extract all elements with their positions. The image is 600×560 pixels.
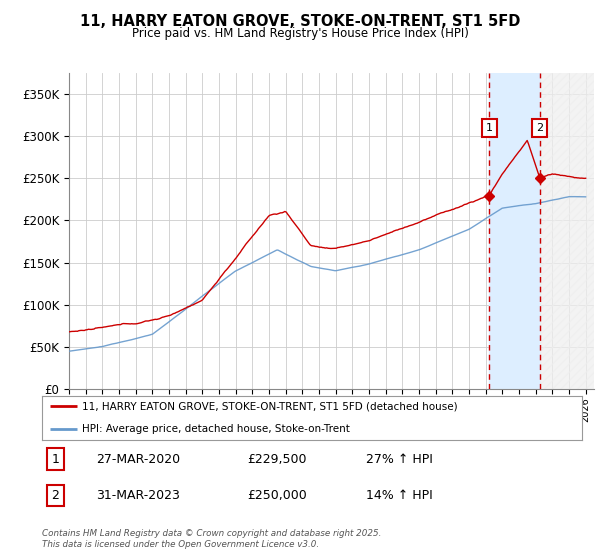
Text: 31-MAR-2023: 31-MAR-2023 [96,489,180,502]
Text: 1: 1 [486,123,493,133]
Text: Contains HM Land Registry data © Crown copyright and database right 2025.
This d: Contains HM Land Registry data © Crown c… [42,529,382,549]
Text: 2: 2 [52,489,59,502]
Text: 11, HARRY EATON GROVE, STOKE-ON-TRENT, ST1 5FD: 11, HARRY EATON GROVE, STOKE-ON-TRENT, S… [80,14,520,29]
Bar [540,73,594,389]
Text: HPI: Average price, detached house, Stoke-on-Trent: HPI: Average price, detached house, Stok… [83,424,350,433]
Text: 1: 1 [52,453,59,466]
Bar [490,73,540,389]
Text: £250,000: £250,000 [247,489,307,502]
Text: 11, HARRY EATON GROVE, STOKE-ON-TRENT, ST1 5FD (detached house): 11, HARRY EATON GROVE, STOKE-ON-TRENT, S… [83,402,458,412]
Text: 27-MAR-2020: 27-MAR-2020 [96,453,180,466]
Text: 27% ↑ HPI: 27% ↑ HPI [366,453,433,466]
Text: 2: 2 [536,123,544,133]
Text: Price paid vs. HM Land Registry's House Price Index (HPI): Price paid vs. HM Land Registry's House … [131,27,469,40]
Text: 14% ↑ HPI: 14% ↑ HPI [366,489,433,502]
Text: £229,500: £229,500 [247,453,307,466]
